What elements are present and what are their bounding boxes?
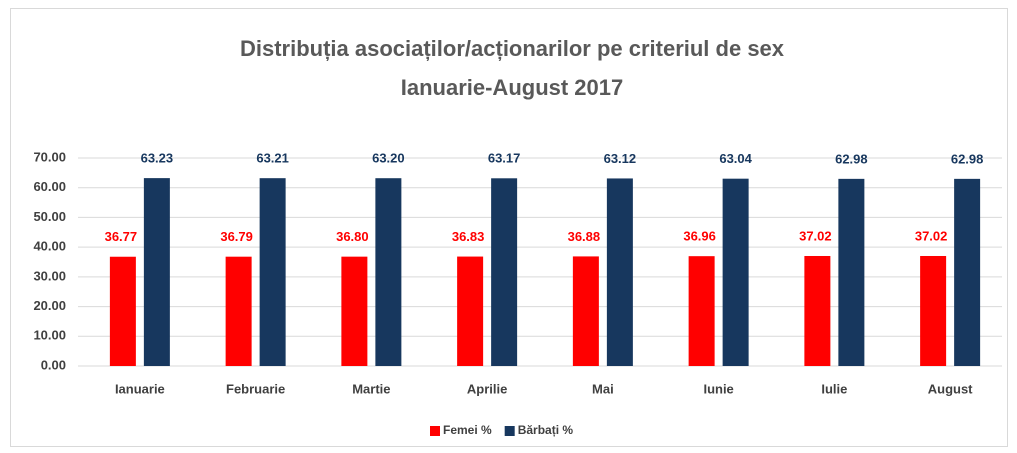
- legend-label: Bărbați %: [518, 423, 574, 437]
- legend-label: Femei %: [443, 423, 492, 437]
- data-label: 36.77: [105, 229, 138, 244]
- bar: [225, 256, 252, 366]
- data-label: 36.88: [568, 229, 601, 244]
- x-tick-label: Mai: [592, 381, 614, 396]
- bar: [491, 178, 518, 366]
- data-label: 63.17: [488, 151, 521, 166]
- bar: [143, 178, 170, 366]
- bar: [838, 178, 865, 366]
- y-tick-label: 10.00: [33, 328, 66, 343]
- x-tick-label: Februarie: [226, 381, 285, 396]
- bar: [259, 178, 286, 366]
- data-label: 63.21: [256, 151, 289, 166]
- x-tick-label: August: [928, 381, 973, 396]
- bar: [606, 178, 633, 366]
- bar: [109, 256, 136, 366]
- x-tick-label: Martie: [352, 381, 390, 396]
- bar: [688, 256, 715, 366]
- bar: [572, 256, 599, 366]
- y-tick-label: 20.00: [33, 298, 66, 313]
- x-tick-label: Ianuarie: [115, 381, 165, 396]
- x-tick-label: Iunie: [703, 381, 733, 396]
- data-label: 63.12: [604, 151, 637, 166]
- bar: [804, 255, 831, 366]
- x-tick-label: Aprilie: [467, 381, 507, 396]
- data-label: 37.02: [799, 228, 832, 243]
- data-label: 62.98: [835, 151, 868, 166]
- data-label: 63.20: [372, 151, 405, 166]
- x-tick-label: Iulie: [821, 381, 847, 396]
- data-label: 36.80: [336, 229, 369, 244]
- data-label: 63.23: [141, 151, 174, 166]
- y-tick-label: 70.00: [33, 149, 66, 164]
- bar: [722, 178, 749, 366]
- data-label: 37.02: [915, 228, 948, 243]
- data-label: 36.79: [220, 229, 253, 244]
- y-tick-label: 30.00: [33, 268, 66, 283]
- chart-title: Distribuția asociaților/acționarilor pe …: [240, 36, 785, 61]
- y-tick-label: 50.00: [33, 209, 66, 224]
- bar: [954, 178, 981, 366]
- bar: [375, 178, 402, 366]
- bar: [341, 256, 368, 366]
- y-tick-label: 60.00: [33, 179, 66, 194]
- data-label: 63.04: [719, 151, 752, 166]
- legend-swatch: [504, 426, 515, 436]
- data-label: 36.96: [683, 229, 716, 244]
- y-tick-label: 0.00: [41, 357, 66, 372]
- data-label: 62.98: [951, 151, 984, 166]
- bar: [457, 256, 484, 366]
- y-tick-label: 40.00: [33, 239, 66, 254]
- bar: [920, 255, 947, 366]
- legend-swatch: [430, 426, 440, 436]
- data-label: 36.83: [452, 229, 485, 244]
- chart-subtitle: Ianuarie-August 2017: [401, 75, 624, 100]
